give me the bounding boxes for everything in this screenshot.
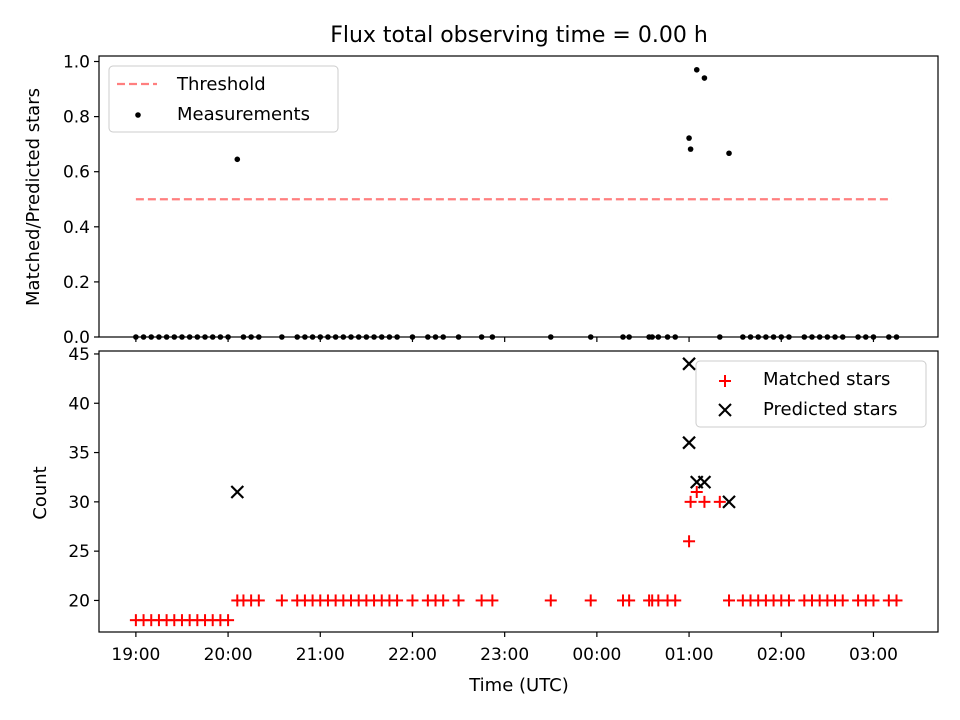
predicted-star-marker	[697, 475, 712, 489]
bottom-panel: 20 25 30 35 40 45 19:00 20:00 21:00 22:00 23:00 00…	[30, 345, 939, 696]
top-y-tick-label: 0.8	[63, 108, 90, 128]
measurement-point	[234, 156, 241, 163]
matched-star-marker	[669, 594, 682, 607]
bottom-y-tick-label: 20	[68, 591, 90, 611]
x-axis-label: Time (UTC)	[468, 675, 569, 696]
bottom-x-tick-label: 02:00	[757, 645, 806, 665]
bottom-y-tick-label: 40	[68, 394, 90, 414]
bottom-x-ticks: 19:00 20:00 21:00 22:00 23:00 00:00 01:00 02:00…	[111, 632, 898, 665]
matched-star-marker	[782, 594, 795, 607]
bottom-legend: Matched stars Predicted stars	[695, 360, 927, 428]
matched-star-marker	[698, 495, 711, 508]
bottom-x-tick-label: 00:00	[572, 645, 621, 665]
bottom-y-axis-label: Count	[30, 466, 51, 519]
matched-star-marker	[275, 594, 288, 607]
measurements-legend-swatch	[135, 112, 141, 118]
measurement-point	[701, 75, 708, 81]
bottom-x-tick-label: 21:00	[296, 645, 345, 665]
bottom-y-ticks: 20 25 30 35 40 45	[68, 345, 99, 611]
top-y-tick-label: 0.6	[63, 163, 90, 183]
top-axes-frame	[98, 55, 939, 338]
top-x-ticks	[135, 337, 875, 342]
matched-star-marker	[683, 535, 696, 548]
bottom-y-tick-label: 25	[68, 542, 90, 562]
matched-legend-swatch	[719, 375, 731, 387]
bottom-axes-frame	[98, 350, 939, 633]
top-y-tick-label: 0.4	[63, 218, 90, 238]
predicted-legend-label: Predicted stars	[763, 399, 897, 420]
top-legend-box	[108, 65, 339, 133]
measurement-point	[693, 66, 700, 73]
matched-star-marker	[890, 594, 903, 607]
matched-star-marker	[252, 594, 265, 607]
chart-title: Flux total observing time = 0.00 h	[330, 23, 708, 48]
top-legend: Threshold Measurements	[108, 65, 339, 133]
matched-star-marker	[867, 594, 880, 607]
top-y-axis-label: Matched/Predicted stars	[23, 88, 44, 306]
matched-star-marker	[391, 594, 404, 607]
bottom-x-tick-label: 01:00	[665, 645, 714, 665]
measurement-point	[687, 146, 694, 152]
matched-star-marker	[544, 594, 557, 607]
predicted-star-marker	[682, 435, 696, 450]
bottom-x-tick-label: 20:00	[204, 645, 253, 665]
matched-star-marker	[584, 594, 597, 607]
matched-star-marker	[690, 485, 703, 498]
measurements-legend-label: Measurements	[177, 104, 310, 125]
matched-star-marker	[713, 495, 726, 508]
bottom-y-tick-label: 35	[68, 444, 90, 464]
predicted-legend-swatch	[718, 403, 732, 417]
matched-legend-label: Matched stars	[763, 369, 890, 390]
matched-star-marker	[836, 594, 849, 607]
matched-star-marker	[406, 594, 419, 607]
bottom-x-tick-label: 03:00	[849, 645, 898, 665]
measurement-point	[726, 150, 732, 157]
bottom-legend-box	[695, 360, 927, 428]
matched-star-marker	[684, 495, 697, 508]
bottom-x-tick-label: 19:00	[111, 645, 160, 665]
predicted-star-marker	[682, 357, 696, 371]
top-y-ticks: 0.0 0.2 0.4 0.6 0.8 1.0	[63, 53, 99, 348]
matched-star-marker	[723, 594, 736, 607]
predicted-star-marker	[230, 485, 245, 499]
matched-star-marker	[437, 594, 450, 607]
bottom-y-tick-label: 45	[68, 345, 90, 365]
predicted-star-marker	[722, 495, 736, 509]
top-panel: 0.0 0.2 0.4 0.6 0.8 1.0 Matched/Predicted sta…	[23, 53, 939, 348]
matched-star-marker	[486, 594, 499, 607]
bottom-plot-area	[129, 357, 903, 627]
top-y-tick-label: 0.2	[63, 273, 90, 293]
matched-star-marker	[623, 594, 636, 607]
top-y-tick-label: 0.0	[63, 328, 90, 348]
matched-star-marker	[475, 594, 488, 607]
threshold-legend-label: Threshold	[176, 74, 266, 95]
top-y-tick-label: 1.0	[63, 53, 90, 73]
matched-star-marker	[452, 594, 465, 607]
bottom-x-tick-label: 23:00	[480, 645, 529, 665]
matched-star-marker	[222, 614, 235, 627]
measurement-point	[686, 135, 692, 141]
bottom-x-tick-label: 22:00	[388, 645, 437, 665]
bottom-y-tick-label: 30	[68, 493, 90, 513]
